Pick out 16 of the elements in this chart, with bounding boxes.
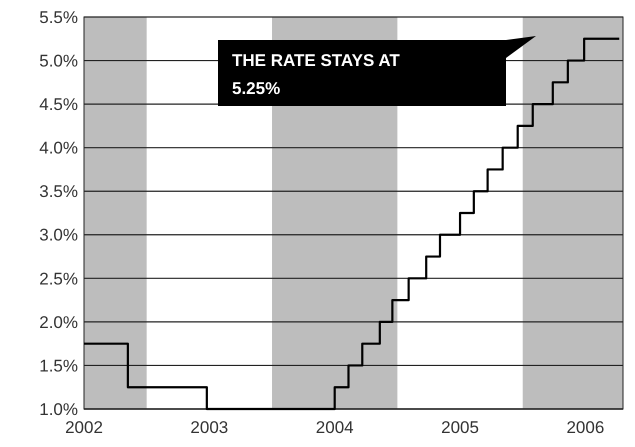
annotation: THE RATE STAYS AT 5.25% — [232, 51, 400, 98]
y-tick-label: 3.0% — [39, 226, 78, 245]
y-tick-label: 2.0% — [39, 312, 78, 332]
y-tick-label: 5.0% — [39, 52, 78, 71]
y-tick-label: 1.0% — [39, 400, 78, 419]
y-tick-label: 4.5% — [39, 95, 78, 114]
y-tick-label: 5.5% — [39, 8, 78, 27]
y-tick-label: 4.0% — [39, 138, 78, 158]
y-tick-label: 3.5% — [39, 182, 78, 202]
x-tick-label: 2006 — [566, 418, 604, 437]
x-tick-label: 2002 — [65, 418, 103, 437]
x-tick-label: 2003 — [190, 418, 228, 437]
x-tick-label: 2004 — [316, 418, 354, 437]
y-tick-label: 1.5% — [39, 356, 78, 376]
y-tick-label: 2.5% — [39, 269, 78, 288]
x-tick-label: 2005 — [441, 418, 479, 437]
